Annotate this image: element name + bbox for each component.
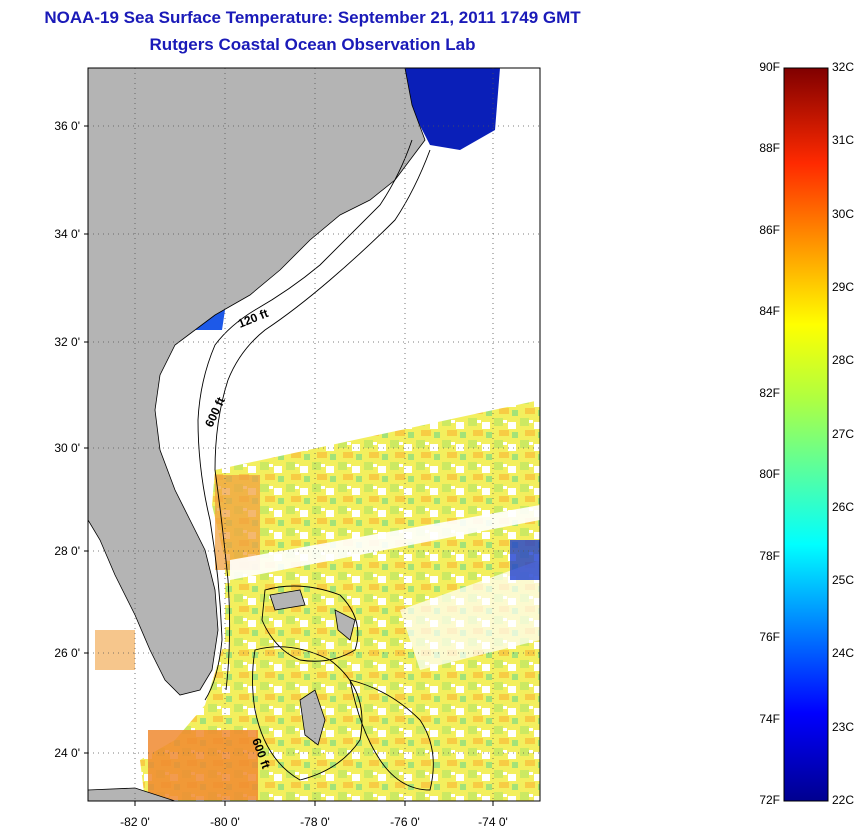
lon-label: -82 0': [120, 815, 150, 829]
colorbar-f-label: 80F: [759, 467, 780, 482]
cloud-patch: [400, 560, 540, 670]
graticule: [88, 68, 540, 801]
land-abaco: [334, 609, 356, 641]
lat-label: 28 0': [54, 544, 80, 558]
colorbar-c-label: 24C: [832, 646, 855, 661]
cloud-streak: [230, 505, 540, 580]
colorbar-c-label: 31C: [832, 133, 855, 148]
colorbar-c-label: 28C: [832, 353, 855, 368]
colorbar-f-label: 84F: [759, 304, 780, 319]
colorbar-c-label: 23C: [832, 719, 855, 734]
colorbar-c-label: 25C: [832, 573, 855, 588]
land-andros: [299, 689, 326, 746]
lon-label: -74 0': [478, 815, 508, 829]
colorbar-f-label: 90F: [759, 60, 780, 74]
tick-marks: [84, 125, 494, 806]
colorbar-f-label: 72F: [759, 793, 780, 807]
colorbar-c-label: 30C: [832, 206, 855, 221]
warm-patch-south: [148, 730, 258, 800]
lat-label: 24 0': [54, 746, 80, 760]
lat-label: 32 0': [54, 335, 80, 349]
cold-patch-north: [405, 68, 500, 150]
colorbar-f-label: 78F: [759, 548, 780, 563]
colorbar-f-label: 88F: [759, 141, 780, 156]
colorbar-c-label: 27C: [832, 426, 855, 441]
cold-patch-coast: [195, 310, 225, 330]
map-subtitle: Rutgers Coastal Ocean Observation Lab: [149, 35, 476, 54]
lon-label: -80 0': [210, 815, 240, 829]
lat-label: 36 0': [54, 119, 80, 133]
colorbar-f-label: 76F: [759, 630, 780, 645]
lat-label: 30 0': [54, 441, 80, 455]
land-grand-bahama: [269, 589, 306, 611]
contour-120ft: [197, 139, 413, 701]
map-frame: [87, 67, 541, 802]
lat-label: 34 0': [54, 227, 80, 241]
colorbar-c-label: 22C: [832, 793, 855, 807]
colorbar-c-label: 32C: [832, 60, 855, 74]
land-cuba: [88, 787, 176, 801]
contour-bahamas: [252, 585, 434, 791]
colorbar-f-label: 82F: [759, 385, 780, 400]
warm-patch: [215, 475, 260, 570]
lat-label: 26 0': [54, 646, 80, 660]
colorbar-f-label: 74F: [759, 711, 780, 726]
cold-patch-east: [510, 540, 540, 580]
colorbar-f-label: 86F: [759, 222, 780, 237]
lon-label: -78 0': [300, 815, 330, 829]
colorbar-c-label: 29C: [832, 279, 855, 294]
colorbar: [783, 67, 829, 802]
colorbar-c-label: 26C: [832, 499, 855, 514]
contour-600ft: [214, 149, 431, 691]
land-mainland: [88, 68, 426, 696]
map-title: NOAA-19 Sea Surface Temperature: Septemb…: [44, 8, 581, 27]
lon-label: -76 0': [390, 815, 420, 829]
warm-patch-gulf: [95, 630, 135, 670]
